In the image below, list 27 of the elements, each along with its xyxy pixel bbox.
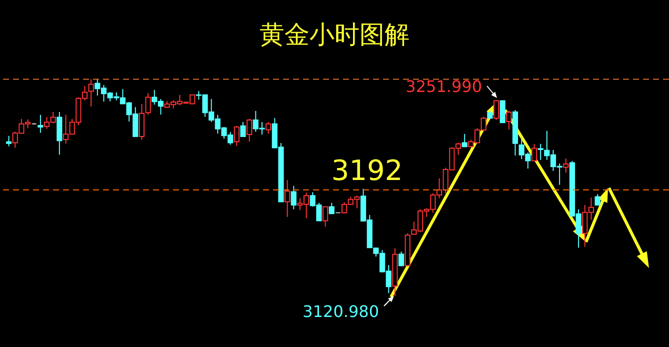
candlestick [538,143,544,160]
chart-title: 黄金小时图解 [260,20,410,49]
candlestick [56,112,62,156]
text: 3120.980 [302,302,379,321]
candlestick [145,92,151,116]
candlestick [506,110,512,130]
candlestick [328,202,334,214]
candlestick [594,194,600,206]
candlestick [246,118,252,142]
candlestick [462,133,468,148]
candlestick [500,100,506,124]
candlestick [493,99,500,121]
annotation: 3192 [331,154,403,187]
candlestick [398,251,404,267]
candlestick [563,158,569,174]
candlestick [322,206,328,228]
candlestick [290,185,296,210]
candlestick [88,78,94,108]
annotation: 3251.990 [406,77,482,96]
candlestick [138,103,145,140]
candlestick [38,114,44,134]
candlestick [240,121,246,138]
candlestick [6,135,12,147]
candlestick [284,180,290,218]
candlestick [234,125,240,147]
candlestick [266,121,272,134]
candlestick [531,143,538,162]
